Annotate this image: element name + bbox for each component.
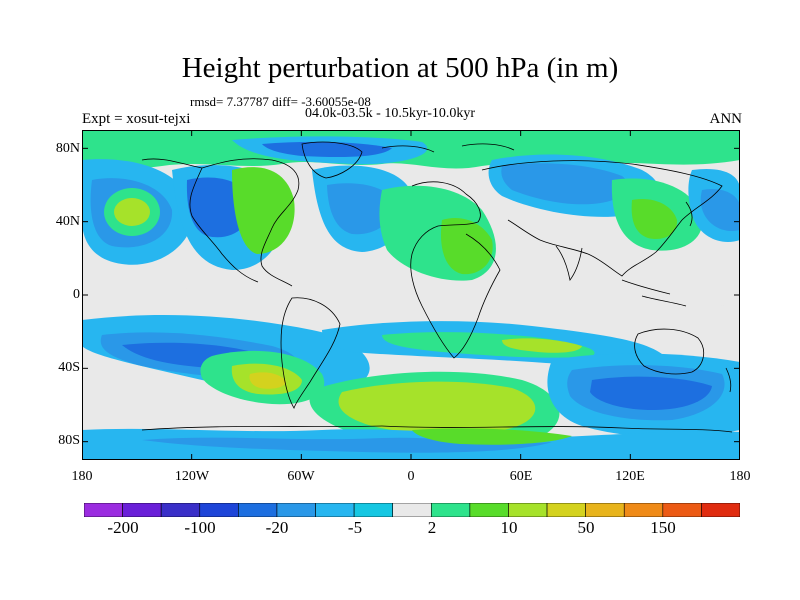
lon-tick-label: 120W	[174, 469, 210, 484]
lat-tick-label: 40S	[58, 360, 80, 375]
colorbar-box	[84, 503, 123, 517]
colorbar-label: 50	[577, 518, 595, 537]
period-text: 04.0k-03.5k - 10.5kyr-10.0kyr	[305, 106, 476, 121]
colorbar-label: -200	[107, 518, 139, 537]
colorbar-box	[160, 503, 201, 517]
colorbar-box	[430, 503, 471, 517]
lon-tick-label: 60W	[287, 469, 315, 484]
colorbar-box	[315, 503, 355, 517]
lon-tick-label: 180	[729, 469, 751, 484]
colorbar-label: -100	[184, 518, 216, 537]
colorbar-label: 2	[427, 518, 437, 537]
lat-tick-label: 0	[73, 287, 80, 302]
colorbar-box	[122, 503, 162, 517]
colorbar-box	[585, 503, 625, 517]
lon-tick-label: 0	[407, 469, 415, 484]
lat-tick-label: 40N	[55, 214, 80, 229]
map-ticks	[82, 130, 740, 460]
colorbar-box	[623, 503, 664, 517]
colorbar-box	[546, 503, 586, 517]
season-label: ANN	[709, 111, 743, 127]
colorbar-box	[353, 503, 394, 517]
experiment-label: Expt = xosut-tejxi	[82, 111, 191, 127]
rmsd-diff-text: rmsd= 7.37787 diff= -3.60055e-08	[190, 94, 371, 109]
colorbar-label: -20	[265, 518, 289, 537]
colorbar-label: 10	[500, 518, 518, 537]
colorbar-box	[701, 503, 740, 517]
colorbar-label: 150	[650, 518, 676, 537]
colorbar-box	[392, 503, 432, 517]
lat-tick-label: 80S	[58, 433, 80, 448]
colorbar-box	[508, 503, 548, 517]
lon-tick-label: 60E	[509, 469, 533, 484]
colorbar-box	[238, 503, 278, 517]
lon-tick-label: 120E	[615, 469, 645, 484]
colorbar-box	[276, 503, 316, 517]
contour-fill-field	[82, 130, 740, 460]
plot-title: Height perturbation at 500 hPa (in m)	[181, 52, 619, 84]
colorbar-label: -5	[347, 518, 363, 537]
lat-tick-label: 80N	[55, 141, 80, 156]
colorbar-box	[469, 503, 509, 517]
coastlines	[141, 141, 733, 433]
colorbar-box	[199, 503, 239, 517]
height-perturbation-map	[82, 130, 740, 460]
colorbar-box	[662, 503, 702, 517]
colorbar	[84, 503, 740, 517]
lon-tick-label: 180	[71, 469, 93, 484]
